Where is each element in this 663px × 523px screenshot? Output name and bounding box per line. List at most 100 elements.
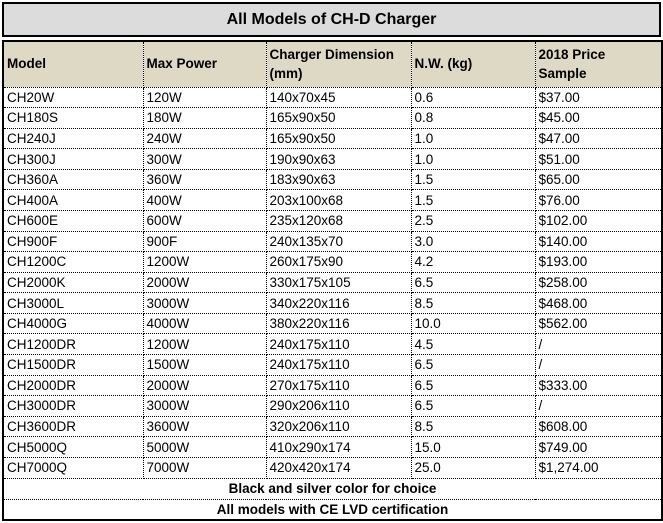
- table-cell: /: [534, 354, 663, 376]
- table-cell: 4.5: [410, 333, 536, 356]
- table-cell: 1.0: [410, 148, 536, 170]
- table-cell: 900F: [142, 230, 267, 253]
- table-cell: CH2000K: [2, 271, 144, 294]
- table-cell: 2000W: [142, 374, 267, 397]
- table-cell: 1.5: [410, 168, 536, 191]
- table-cell: 10.0: [410, 312, 536, 335]
- table-cell: 1.5: [410, 189, 536, 211]
- table-cell: CH1200C: [2, 251, 144, 273]
- table-row: CH180S 180W 165x90x50 0.8 $45.00: [2, 107, 663, 129]
- table-cell: CH1500DR: [2, 354, 144, 376]
- table-cell: 140x70x45: [265, 86, 412, 109]
- table-cell: 15.0: [410, 436, 536, 458]
- table-cell: 2.5: [410, 209, 536, 232]
- column-header-model: Model: [2, 40, 144, 88]
- page-title: All Models of CH-D Charger: [2, 2, 661, 37]
- table-cell: 600W: [142, 209, 267, 232]
- table-cell: 270x175x110: [265, 374, 412, 397]
- table-cell: 8.5: [410, 292, 536, 314]
- table-cell: 240W: [142, 127, 267, 150]
- table-cell: 1500W: [142, 354, 267, 376]
- table-row: CH1500DR 1500W 240x175x110 6.5/: [2, 354, 663, 376]
- table-cell: CH3600DR: [2, 415, 144, 438]
- table-cell: 360W: [142, 168, 267, 191]
- chargers-table: Model Max Power Charger Dimension (mm) N…: [2, 40, 663, 521]
- table-cell: CH1200DR: [2, 333, 144, 356]
- table-row: CH5000Q 5000W 410x290x174 15.0 $749.00: [2, 436, 663, 458]
- table-row: CH3600DR 3600W 320x206x110 8.5 $608.00: [2, 415, 663, 438]
- table-cell: 120W: [142, 86, 267, 109]
- table-row: CH4000G 4000W 380x220x116 10.0 $562.00: [2, 312, 663, 335]
- table-cell: $76.00: [534, 189, 663, 211]
- table-cell: $45.00: [534, 107, 663, 129]
- header-row: Model Max Power Charger Dimension (mm) N…: [2, 40, 663, 88]
- table-cell: 183x90x63: [265, 168, 412, 191]
- table-row: CH240J 240W 165x90x50 1.0 $47.00: [2, 127, 663, 150]
- table-header: Model Max Power Charger Dimension (mm) N…: [2, 40, 663, 88]
- table-cell: $608.00: [534, 415, 663, 438]
- table-cell: 240x175x110: [265, 333, 412, 356]
- table-cell: 7000W: [142, 456, 267, 479]
- column-header-dimension: Charger Dimension (mm): [265, 40, 412, 88]
- table-cell: 300W: [142, 148, 267, 170]
- table-cell: 165x90x50: [265, 107, 412, 129]
- table-cell: CH4000G: [2, 312, 144, 335]
- table-cell: 0.8: [410, 107, 536, 129]
- column-header-nw: N.W. (kg): [410, 40, 536, 88]
- table-cell: 180W: [142, 107, 267, 129]
- table-row: CH400A 400W 203x100x68 1.5 $76.00: [2, 189, 663, 211]
- table-cell: 420x420x174: [265, 456, 412, 479]
- table-cell: 3.0: [410, 230, 536, 253]
- table-cell: 235x120x68: [265, 209, 412, 232]
- table-footer: Black and silver color for choice All mo…: [2, 477, 663, 521]
- table-cell: 240x175x110: [265, 354, 412, 376]
- table-cell: $102.00: [534, 209, 663, 232]
- table-row: CH360A 360W 183x90x63 1.5 $65.00: [2, 168, 663, 191]
- table-cell: $47.00: [534, 127, 663, 150]
- table-cell: 3600W: [142, 415, 267, 438]
- table-cell: CH240J: [2, 127, 144, 150]
- table-row: CH1200C 1200W 260x175x90 4.2 $193.00: [2, 251, 663, 273]
- table-row: CH7000Q 7000W 420x420x174 25.0 $1,274.00: [2, 456, 663, 479]
- table-row: CH600E 600W 235x120x68 2.5 $102.00: [2, 209, 663, 232]
- table-cell: CH600E: [2, 209, 144, 232]
- table-cell: 5000W: [142, 436, 267, 458]
- table-cell: 240x135x70: [265, 230, 412, 253]
- table-cell: CH900F: [2, 230, 144, 253]
- table-cell: CH3000L: [2, 292, 144, 314]
- table-cell: CH180S: [2, 107, 144, 129]
- table-cell: 203x100x68: [265, 189, 412, 211]
- footer-row: All models with CE LVD certification: [2, 498, 663, 521]
- table-cell: $749.00: [534, 436, 663, 458]
- table-cell: 380x220x116: [265, 312, 412, 335]
- table-body: CH20W 120W 140x70x45 0.6 $37.00 CH180S 180W 165…: [2, 86, 663, 479]
- table-cell: 165x90x50: [265, 127, 412, 150]
- table-cell: CH400A: [2, 189, 144, 211]
- table-cell: 290x206x110: [265, 395, 412, 417]
- table-cell: CH360A: [2, 168, 144, 191]
- table-cell: 6.5: [410, 271, 536, 294]
- table-cell: CH3000DR: [2, 395, 144, 417]
- table-cell: 6.5: [410, 354, 536, 376]
- table-cell: /: [534, 395, 663, 417]
- footer-row: Black and silver color for choice: [2, 477, 663, 500]
- column-header-price: 2018 Price Sample: [534, 40, 663, 88]
- table-row: CH3000DR 3000W 290x206x110 6.5/: [2, 395, 663, 417]
- table-cell: $1,274.00: [534, 456, 663, 479]
- table-cell: $258.00: [534, 271, 663, 294]
- table-row: CH300J 300W 190x90x63 1.0 $51.00: [2, 148, 663, 170]
- table-cell: 1200W: [142, 333, 267, 356]
- table-cell: 3000W: [142, 395, 267, 417]
- table-row: CH2000K 2000W 330x175x105 6.5 $258.00: [2, 271, 663, 294]
- table-cell: $65.00: [534, 168, 663, 191]
- table-cell: $140.00: [534, 230, 663, 253]
- table-cell: 8.5: [410, 415, 536, 438]
- table-cell: 320x206x110: [265, 415, 412, 438]
- table-cell: 190x90x63: [265, 148, 412, 170]
- table-cell: 340x220x116: [265, 292, 412, 314]
- table-cell: $193.00: [534, 251, 663, 273]
- table-cell: $562.00: [534, 312, 663, 335]
- column-header-max-power: Max Power: [142, 40, 267, 88]
- table-cell: CH20W: [2, 86, 144, 109]
